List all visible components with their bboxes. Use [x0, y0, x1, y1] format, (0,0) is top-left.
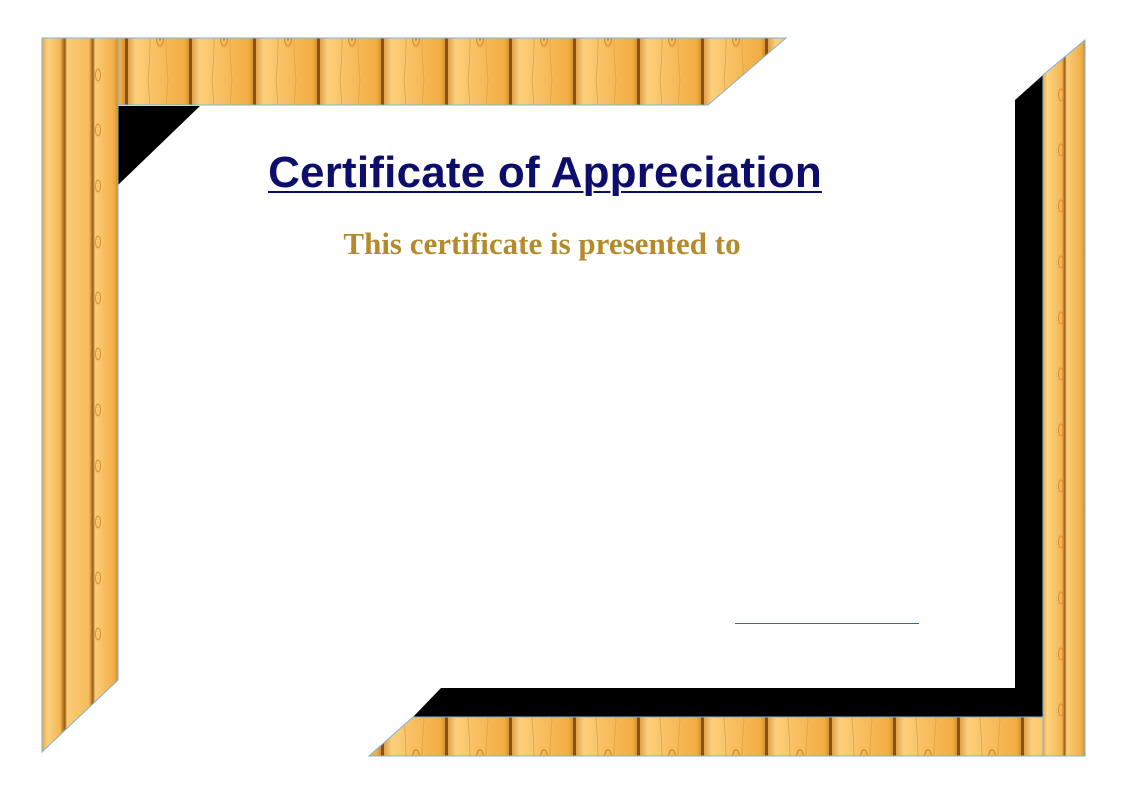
certificate-title: Certificate of Appreciation: [268, 148, 822, 197]
wood-band-left: [41, 37, 119, 754]
wood-band-right: [1042, 38, 1086, 757]
certificate-subtitle: This certificate is presented to: [343, 226, 741, 261]
wood-band-top: [42, 37, 788, 106]
wood-knots-right: [1058, 88, 1064, 717]
signature-line: [735, 623, 919, 624]
shadow-bottom: [413, 688, 1043, 717]
wood-band-bottom: [367, 716, 1044, 757]
shadow-right: [1015, 75, 1043, 717]
wood-knots-left: [95, 68, 101, 641]
shadow-top-left: [118, 106, 200, 185]
